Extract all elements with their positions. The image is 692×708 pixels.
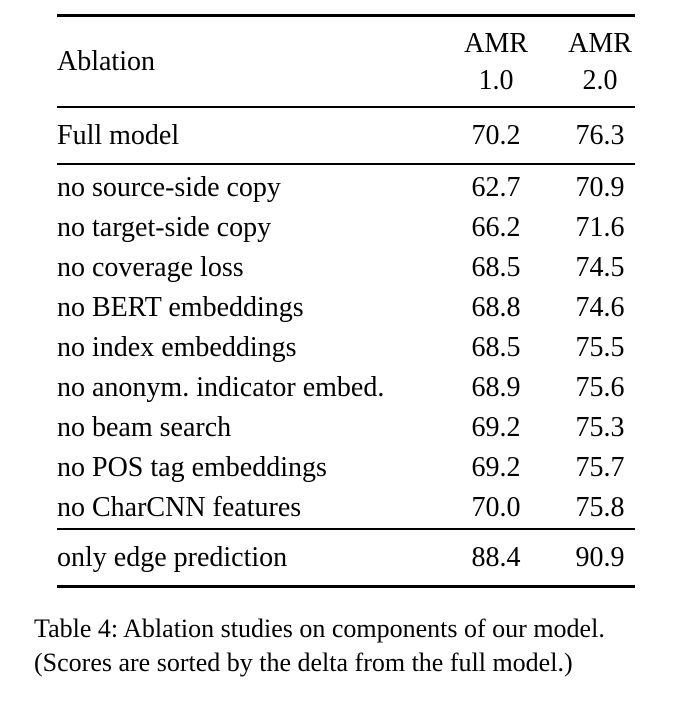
amr1-value: 62.7 xyxy=(471,172,521,203)
amr1-value: 70.0 xyxy=(471,492,521,523)
table-row: no source-side copy 62.7 70.9 xyxy=(57,168,635,208)
amr2-value: 70.9 xyxy=(575,172,625,203)
header-amr-2: AMR 2.0 xyxy=(565,17,635,106)
edge-section-top-rule xyxy=(57,528,635,530)
edge-prediction-row: only edge prediction 88.4 90.9 xyxy=(57,530,635,585)
table-bottom-rule xyxy=(57,585,635,588)
row-label: no beam search xyxy=(57,412,232,443)
table-row: no BERT embeddings 68.8 74.6 xyxy=(57,288,635,328)
table-header-row: Ablation AMR 1.0 AMR 2.0 xyxy=(57,17,635,106)
amr2-value: 76.3 xyxy=(575,119,625,151)
table-top-rule xyxy=(57,14,635,17)
amr2-value: 74.5 xyxy=(575,252,625,283)
table-row: no anonym. indicator embed. 68.9 75.6 xyxy=(57,368,635,408)
amr2-value: 75.3 xyxy=(575,412,625,443)
amr1-value: 68.9 xyxy=(471,372,521,403)
row-label: no index embeddings xyxy=(57,332,297,363)
amr1-value: 66.2 xyxy=(471,212,521,243)
header-mid-rule xyxy=(57,106,635,108)
row-label: no POS tag embeddings xyxy=(57,452,327,483)
header-amr1-line1: AMR xyxy=(464,27,528,59)
row-label: no target-side copy xyxy=(57,212,272,243)
row-label: Full model xyxy=(57,119,180,151)
row-label: only edge prediction xyxy=(57,541,288,573)
row-label: no CharCNN features xyxy=(57,492,302,523)
table-row: no target-side copy 66.2 71.6 xyxy=(57,208,635,248)
amr1-value: 68.5 xyxy=(471,332,521,363)
amr2-value: 75.5 xyxy=(575,332,625,363)
table-row: no index embeddings 68.5 75.5 xyxy=(57,328,635,368)
table-caption: Table 4: Ablation studies on components … xyxy=(34,612,605,680)
caption-line-2: (Scores are sorted by the delta from the… xyxy=(34,648,573,677)
row-label: no source-side copy xyxy=(57,172,281,203)
table-row: no beam search 69.2 75.3 xyxy=(57,408,635,448)
table-row: no CharCNN features 70.0 75.8 xyxy=(57,488,635,528)
full-model-row: Full model 70.2 76.3 xyxy=(57,108,635,163)
amr1-value: 68.5 xyxy=(471,252,521,283)
amr1-value: 70.2 xyxy=(471,119,521,151)
row-label: no coverage loss xyxy=(57,252,244,283)
amr1-value: 88.4 xyxy=(471,541,521,573)
caption-line-1: Table 4: Ablation studies on components … xyxy=(34,614,605,643)
amr2-value: 75.8 xyxy=(575,492,625,523)
header-ablation: Ablation xyxy=(57,45,155,77)
full-model-bottom-rule xyxy=(57,163,635,165)
header-amr-1: AMR 1.0 xyxy=(461,17,531,106)
amr2-value: 75.6 xyxy=(575,372,625,403)
amr2-value: 90.9 xyxy=(575,541,625,573)
ablation-table: Ablation AMR 1.0 AMR 2.0 Full model 70.2… xyxy=(57,14,635,588)
header-amr2-line2: 2.0 xyxy=(582,64,618,96)
amr1-value: 68.8 xyxy=(471,292,521,323)
header-amr2-line1: AMR xyxy=(568,27,632,59)
header-amr1-line2: 1.0 xyxy=(478,64,514,96)
amr2-value: 75.7 xyxy=(575,452,625,483)
row-label: no anonym. indicator embed. xyxy=(57,372,385,403)
table-row: no coverage loss 68.5 74.5 xyxy=(57,248,635,288)
amr2-value: 74.6 xyxy=(575,292,625,323)
table-row: no POS tag embeddings 69.2 75.7 xyxy=(57,448,635,488)
amr1-value: 69.2 xyxy=(471,412,521,443)
row-label: no BERT embeddings xyxy=(57,292,304,323)
ablation-rows-section: no source-side copy 62.7 70.9 no target-… xyxy=(57,165,635,528)
amr2-value: 71.6 xyxy=(575,212,625,243)
amr1-value: 69.2 xyxy=(471,452,521,483)
